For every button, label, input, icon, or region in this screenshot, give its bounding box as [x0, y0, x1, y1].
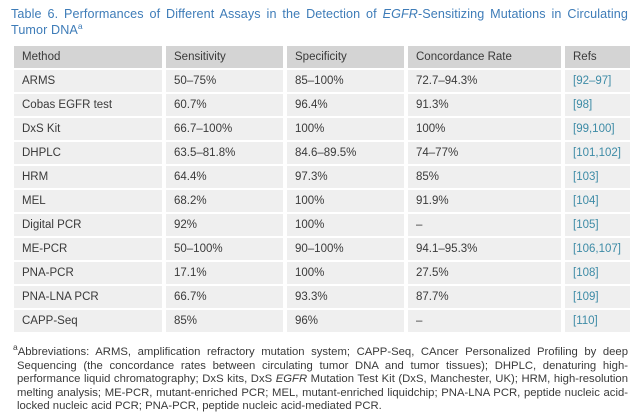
cell-sensitivity: 85%	[166, 310, 283, 332]
cell-sensitivity: 50–100%	[166, 238, 283, 260]
cell-specificity: 96.4%	[287, 94, 404, 116]
cell-method: DxS Kit	[14, 118, 162, 140]
cell-concordance: 100%	[408, 118, 561, 140]
cell-specificity: 90–100%	[287, 238, 404, 260]
cell-specificity: 100%	[287, 190, 404, 212]
ref-link[interactable]: [106,107]	[565, 238, 630, 260]
cell-sensitivity: 17.1%	[166, 262, 283, 284]
cell-concordance: 74–77%	[408, 142, 561, 164]
cell-specificity: 100%	[287, 214, 404, 236]
cell-method: Cobas EGFR test	[14, 94, 162, 116]
title-footnote-marker: a	[77, 20, 83, 31]
cell-method: CAPP-Seq	[14, 310, 162, 332]
footnote-text: Abbreviations: ARMS, amplification refra…	[17, 346, 628, 386]
cell-concordance: 85%	[408, 166, 561, 188]
cell-concordance: –	[408, 310, 561, 332]
column-header-specificity: Specificity	[287, 46, 404, 68]
column-header-method: Method	[14, 46, 162, 68]
cell-concordance: 72.7–94.3%	[408, 70, 561, 92]
cell-method: ARMS	[14, 70, 162, 92]
cell-specificity: 96%	[287, 310, 404, 332]
column-header-refs: Refs	[565, 46, 630, 68]
ref-link[interactable]: [105]	[565, 214, 630, 236]
cell-specificity: 84.6–89.5%	[287, 142, 404, 164]
footnote-marker: a	[13, 342, 18, 353]
cell-concordance: 27.5%	[408, 262, 561, 284]
assay-table: Method Sensitivity Specificity Concordance …	[14, 46, 640, 332]
cell-sensitivity: 66.7%	[166, 286, 283, 308]
cell-sensitivity: 92%	[166, 214, 283, 236]
cell-concordance: 87.7%	[408, 286, 561, 308]
cell-specificity: 97.3%	[287, 166, 404, 188]
cell-specificity: 100%	[287, 262, 404, 284]
cell-method: PNA-PCR	[14, 262, 162, 284]
ref-link[interactable]: [103]	[565, 166, 630, 188]
title-text: Table 6. Performances of Different Assay…	[11, 7, 383, 21]
cell-sensitivity: 66.7–100%	[166, 118, 283, 140]
cell-specificity: 93.3%	[287, 286, 404, 308]
footnote-gene-italic: EGFR	[275, 373, 308, 386]
table-title: Table 6. Performances of Different Assay…	[11, 6, 628, 38]
column-header-sensitivity: Sensitivity	[166, 46, 283, 68]
cell-method: Digital PCR	[14, 214, 162, 236]
cell-specificity: 85–100%	[287, 70, 404, 92]
cell-method: ME-PCR	[14, 238, 162, 260]
cell-sensitivity: 60.7%	[166, 94, 283, 116]
ref-link[interactable]: [101,102]	[565, 142, 630, 164]
cell-method: MEL	[14, 190, 162, 212]
cell-method: DHPLC	[14, 142, 162, 164]
ref-link[interactable]: [99,100]	[565, 118, 630, 140]
table-footnote: aAbbreviations: ARMS, amplification refr…	[13, 343, 628, 414]
cell-sensitivity: 64.4%	[166, 166, 283, 188]
cell-concordance: 91.3%	[408, 94, 561, 116]
cell-sensitivity: 50–75%	[166, 70, 283, 92]
cell-sensitivity: 63.5–81.8%	[166, 142, 283, 164]
ref-link[interactable]: [92–97]	[565, 70, 630, 92]
title-text-cont: -Sensitizing Mutations in Circulating Tu…	[11, 7, 628, 37]
cell-method: PNA-LNA PCR	[14, 286, 162, 308]
cell-concordance: 91.9%	[408, 190, 561, 212]
ref-link[interactable]: [110]	[565, 310, 630, 332]
cell-sensitivity: 68.2%	[166, 190, 283, 212]
ref-link[interactable]: [108]	[565, 262, 630, 284]
ref-link[interactable]: [104]	[565, 190, 630, 212]
cell-specificity: 100%	[287, 118, 404, 140]
title-gene-italic: EGFR	[382, 7, 418, 21]
footnote-text-cont: Mutation Test Kit (DxS, Manchester, UK);…	[17, 373, 628, 413]
ref-link[interactable]: [109]	[565, 286, 630, 308]
cell-concordance: –	[408, 214, 561, 236]
cell-concordance: 94.1–95.3%	[408, 238, 561, 260]
column-header-concordance: Concordance Rate	[408, 46, 561, 68]
cell-method: HRM	[14, 166, 162, 188]
ref-link[interactable]: [98]	[565, 94, 630, 116]
